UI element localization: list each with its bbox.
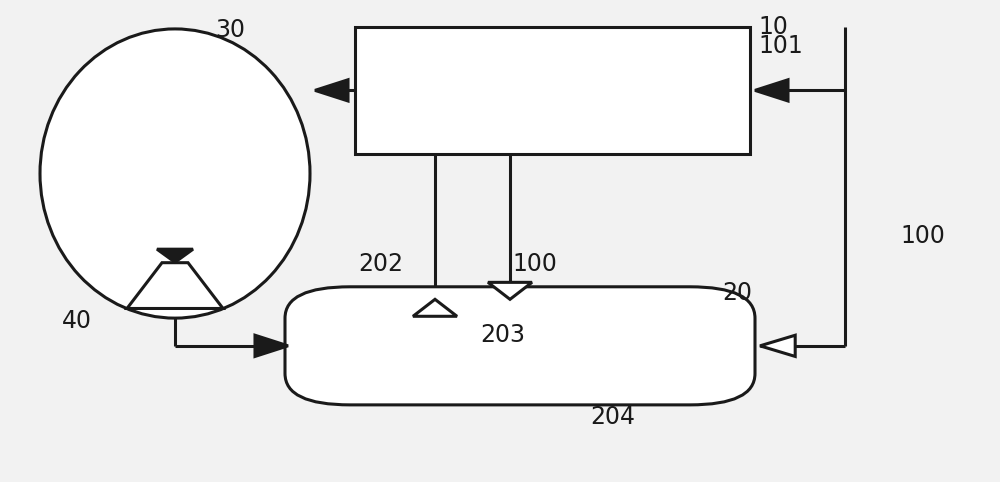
Text: 101: 101: [758, 34, 803, 58]
Text: 100: 100: [512, 252, 557, 276]
Text: 204: 204: [590, 405, 635, 429]
Text: 40: 40: [62, 308, 92, 333]
Text: 202: 202: [358, 252, 403, 276]
Polygon shape: [127, 263, 223, 308]
Polygon shape: [315, 80, 348, 101]
Ellipse shape: [40, 29, 310, 318]
Text: 203: 203: [480, 323, 525, 347]
Polygon shape: [488, 282, 532, 299]
Polygon shape: [157, 249, 193, 262]
Text: 10: 10: [758, 14, 788, 39]
Polygon shape: [760, 335, 795, 357]
Polygon shape: [413, 299, 457, 316]
Polygon shape: [755, 80, 788, 101]
Bar: [355, 27, 750, 154]
Polygon shape: [255, 335, 288, 357]
Text: 30: 30: [215, 18, 245, 42]
Text: 100: 100: [900, 224, 945, 248]
FancyBboxPatch shape: [285, 287, 755, 405]
Text: 20: 20: [722, 281, 752, 305]
